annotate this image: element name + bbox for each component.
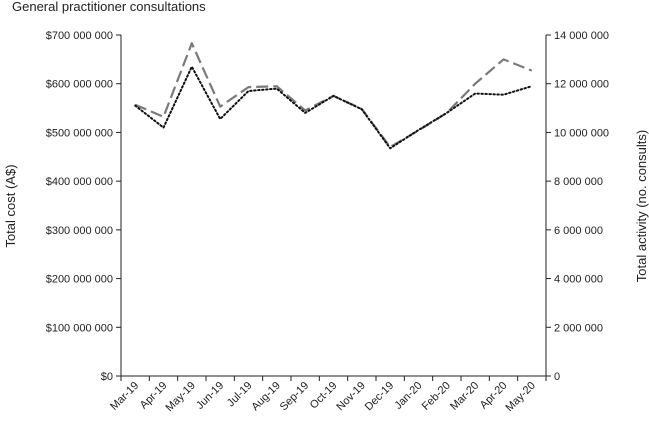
left-y-tick-label: $700 000 000: [46, 30, 113, 42]
left-y-tick-label: $200 000 000: [46, 274, 113, 286]
right-y-tick-label: 14 000 000: [554, 30, 609, 42]
x-tick-label: Dec-19: [363, 380, 397, 414]
x-tick-label: Mar-19: [108, 380, 141, 413]
right-y-tick-group: 0 2 000 000 4 000 000 6 000 000 8 000 000 10 …: [546, 30, 609, 383]
chart-title: General practitioner consultations: [12, 0, 206, 14]
left-y-tick-label: $100 000 000: [46, 322, 113, 334]
left-y-tick-group: $0 $100 000 000 $200 000 000 $300 000 000 $4…: [46, 30, 121, 383]
x-tick-label: Jan-20: [392, 380, 424, 412]
left-y-tick-label: $400 000 000: [46, 176, 113, 188]
x-tick-label: Sep-19: [278, 380, 312, 414]
left-y-tick-label: $300 000 000: [46, 225, 113, 237]
left-y-tick-label: $500 000 000: [46, 127, 113, 139]
x-tick-group: Mar-19Apr-19May-19Jun-19Jul-19Aug-19Sep-…: [108, 376, 547, 414]
right-y-tick-label: 8 000 000: [554, 176, 603, 188]
right-y-tick-label: 6 000 000: [554, 225, 603, 237]
series-layer: [134, 42, 533, 150]
right-y-axis-title: Total activity (no. consults): [634, 130, 649, 282]
x-tick-label: Oct-19: [308, 380, 340, 412]
x-tick-label: May-20: [504, 380, 538, 414]
x-tick-label: Aug-19: [249, 380, 283, 414]
right-y-tick-label: 10 000 000: [554, 127, 609, 139]
left-y-axis-title: Total cost (A$): [3, 164, 18, 247]
x-tick-label: May-19: [164, 380, 198, 414]
x-tick-label: Nov-19: [334, 380, 368, 414]
x-tick-label: Jun-19: [194, 380, 226, 412]
right-y-tick-label: 12 000 000: [554, 79, 609, 91]
right-y-tick-label: 4 000 000: [554, 274, 603, 286]
x-tick-label: Feb-20: [420, 380, 453, 413]
x-tick-label: Mar-20: [448, 380, 481, 413]
left-y-tick-label: $600 000 000: [46, 79, 113, 91]
activity-series-line: [134, 65, 533, 150]
left-y-tick-label: $0: [101, 371, 113, 383]
right-y-tick-label: 2 000 000: [554, 322, 603, 334]
right-y-tick-label: 0: [554, 371, 560, 383]
